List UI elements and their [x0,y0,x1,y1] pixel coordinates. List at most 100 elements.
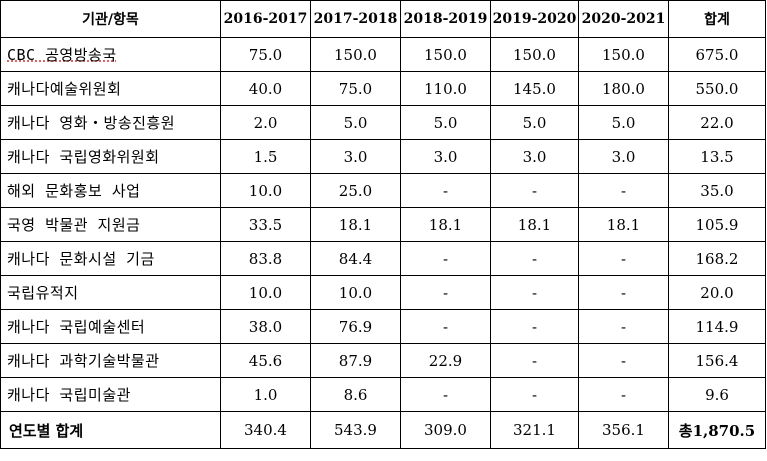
table-cell: 150.0 [310,37,401,72]
table-cell: - [490,275,579,310]
table-cell: - [490,241,579,276]
table-cell: - [400,241,491,276]
table-cell: - [578,275,669,310]
table-cell: 150.0 [400,37,491,72]
row-label: 국립유적지 [0,275,221,310]
table-header-row: 기관/항목 2016-2017 2017-2018 2018-2019 2019… [0,0,766,38]
table-cell: 1.5 [220,139,311,174]
table-cell: 105.9 [668,207,766,242]
row-label-text: CBC 공영방송국 [7,46,117,64]
table-cell: 10.0 [220,275,311,310]
total-cell: 543.9 [310,411,401,449]
table-cell: 675.0 [668,37,766,72]
table-cell: 180.0 [578,71,669,106]
column-header: 합계 [668,0,766,38]
total-row: 연도별 합계 340.4 543.9 309.0 321.1 356.1 총1,… [0,411,766,449]
row-label: CBC 공영방송국 [0,37,221,72]
table-cell: 145.0 [490,71,579,106]
table-row: 캐나다 문화시설 기금 83.8 84.4 - - - 168.2 [0,241,766,276]
column-header: 2018-2019 [400,0,491,38]
total-cell: 356.1 [578,411,669,449]
table-cell: - [400,275,491,310]
table-row: 국영 박물관 지원금 33.5 18.1 18.1 18.1 18.1 105.… [0,207,766,242]
table-cell: 1.0 [220,377,311,412]
table-cell: - [490,173,579,208]
table-cell: 9.6 [668,377,766,412]
row-label: 캐나다 문화시설 기금 [0,241,221,276]
column-header: 2020-2021 [578,0,669,38]
column-header: 2017-2018 [310,0,401,38]
row-label: 캐나다 국립미술관 [0,377,221,412]
row-label: 국영 박물관 지원금 [0,207,221,242]
column-header: 기관/항목 [0,0,221,38]
table-cell: 5.0 [310,105,401,140]
table-row: 해외 문화홍보 사업 10.0 25.0 - - - 35.0 [0,173,766,208]
table-cell: 3.0 [578,139,669,174]
table-cell: 110.0 [400,71,491,106]
table-row: 캐나다예술위원회 40.0 75.0 110.0 145.0 180.0 550… [0,71,766,106]
total-label: 연도별 합계 [0,411,221,449]
table-cell: 3.0 [400,139,491,174]
table-cell: 22.9 [400,343,491,378]
budget-table: 기관/항목 2016-2017 2017-2018 2018-2019 2019… [0,0,766,449]
column-header: 2016-2017 [220,0,311,38]
table-cell: 18.1 [578,207,669,242]
table-row: 캐나다 국립미술관 1.0 8.6 - - - 9.6 [0,377,766,412]
table-cell: 3.0 [490,139,579,174]
table-cell: 156.4 [668,343,766,378]
grand-total-cell: 총1,870.5 [668,411,766,449]
table-row: 캐나다 국립영화위원회 1.5 3.0 3.0 3.0 3.0 13.5 [0,139,766,174]
table-cell: - [578,173,669,208]
table-cell: 38.0 [220,309,311,344]
table-row: 캐나다 국립예술센터 38.0 76.9 - - - 114.9 [0,309,766,344]
table-cell: 150.0 [578,37,669,72]
table-cell: - [578,377,669,412]
table-cell: 84.4 [310,241,401,276]
table-cell: 25.0 [310,173,401,208]
row-label: 해외 문화홍보 사업 [0,173,221,208]
table-cell: 40.0 [220,71,311,106]
table-cell: - [490,377,579,412]
table-cell: 20.0 [668,275,766,310]
table-cell: 2.0 [220,105,311,140]
table-cell: 10.0 [310,275,401,310]
table-cell: 22.0 [668,105,766,140]
table-cell: 5.0 [490,105,579,140]
row-label: 캐나다 국립예술센터 [0,309,221,344]
table-cell: 168.2 [668,241,766,276]
table-cell: 114.9 [668,309,766,344]
table-cell: - [578,343,669,378]
table-cell: - [578,241,669,276]
table-cell: 18.1 [400,207,491,242]
row-label: 캐나다 국립영화위원회 [0,139,221,174]
table-cell: 45.6 [220,343,311,378]
table-cell: - [400,377,491,412]
row-label: 캐나다 과학기술박물관 [0,343,221,378]
table-cell: 3.0 [310,139,401,174]
table-cell: - [490,343,579,378]
table-cell: 83.8 [220,241,311,276]
table-cell: - [490,309,579,344]
total-cell: 321.1 [490,411,579,449]
table-row: CBC 공영방송국 75.0 150.0 150.0 150.0 150.0 6… [0,37,766,72]
table-cell: 13.5 [668,139,766,174]
table-cell: 8.6 [310,377,401,412]
table-cell: - [400,309,491,344]
column-header: 2019-2020 [490,0,579,38]
table-cell: 18.1 [310,207,401,242]
total-cell: 340.4 [220,411,311,449]
table-cell: - [400,173,491,208]
total-cell: 309.0 [400,411,491,449]
table-row: 캐나다 영화・방송진흥원 2.0 5.0 5.0 5.0 5.0 22.0 [0,105,766,140]
table-cell: 150.0 [490,37,579,72]
table-cell: 10.0 [220,173,311,208]
table-cell: 18.1 [490,207,579,242]
row-label: 캐나다 영화・방송진흥원 [0,105,221,140]
table-cell: 5.0 [578,105,669,140]
table-cell: 75.0 [220,37,311,72]
table-cell: 75.0 [310,71,401,106]
table-row: 캐나다 과학기술박물관 45.6 87.9 22.9 - - 156.4 [0,343,766,378]
table-cell: 33.5 [220,207,311,242]
table-cell: 76.9 [310,309,401,344]
table-cell: 550.0 [668,71,766,106]
